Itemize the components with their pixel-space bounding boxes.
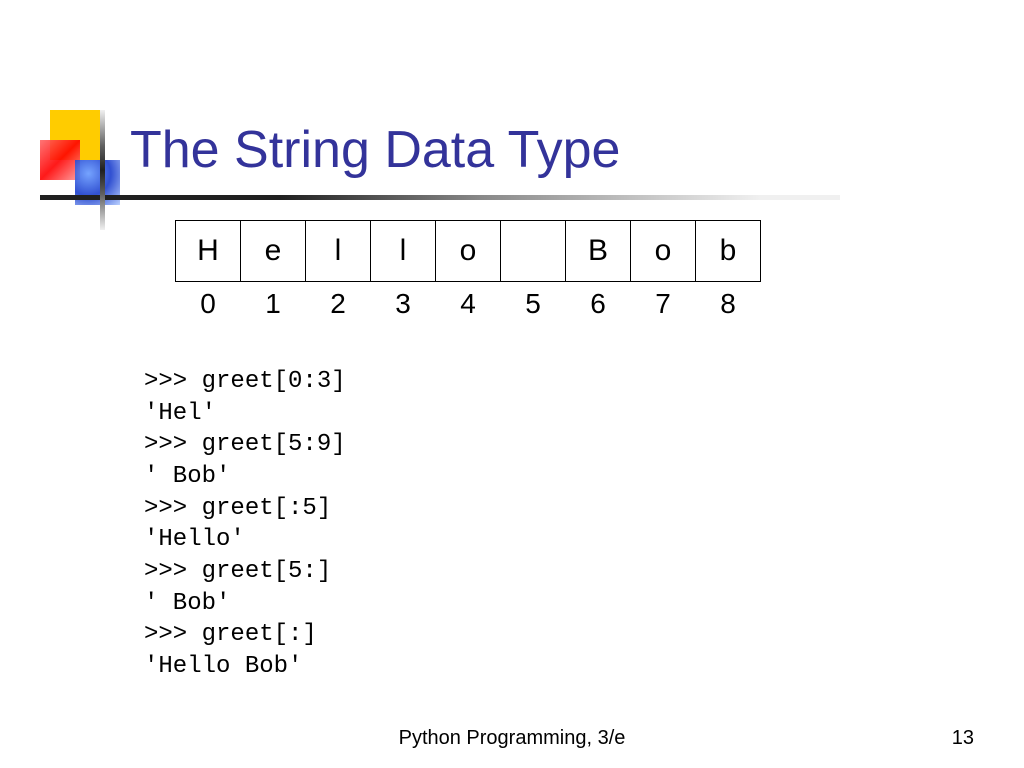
title-underline-horizontal: [40, 195, 840, 200]
char-cell: [501, 221, 566, 282]
slide-title: The String Data Type: [130, 120, 620, 180]
logo-red-square: [40, 140, 80, 180]
page-number: 13: [952, 727, 974, 750]
char-cell: b: [696, 221, 761, 282]
code-example: >>> greet[0:3] 'Hel' >>> greet[5:9] ' Bo…: [144, 366, 346, 683]
char-cell: H: [176, 221, 241, 282]
char-cell: o: [436, 221, 501, 282]
index-cell: 2: [306, 282, 371, 322]
slide-logo: [40, 110, 130, 220]
string-index-diagram: Hello Bob 012345678: [175, 220, 761, 321]
index-cell: 3: [371, 282, 436, 322]
index-cell: 1: [241, 282, 306, 322]
index-cell: 8: [696, 282, 761, 322]
index-cell: 0: [176, 282, 241, 322]
char-cell: l: [306, 221, 371, 282]
index-cell: 4: [436, 282, 501, 322]
index-cell: 5: [501, 282, 566, 322]
title-underline-vertical: [100, 110, 105, 230]
char-cell: o: [631, 221, 696, 282]
char-cell: l: [371, 221, 436, 282]
footer-text: Python Programming, 3/e: [0, 727, 1024, 750]
char-cell: B: [566, 221, 631, 282]
index-cell: 7: [631, 282, 696, 322]
char-cell: e: [241, 221, 306, 282]
index-cell: 6: [566, 282, 631, 322]
